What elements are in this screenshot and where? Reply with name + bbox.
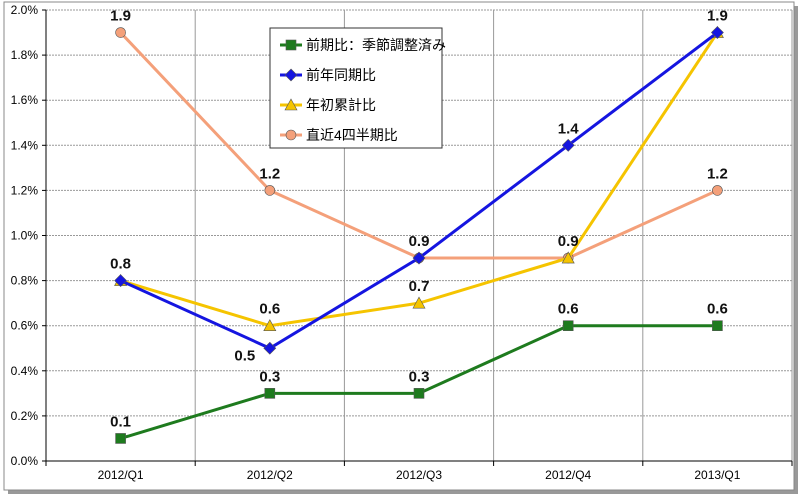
legend-label: 前年同期比 xyxy=(306,67,376,83)
data-point xyxy=(412,296,426,309)
x-tick-label: 2012/Q2 xyxy=(247,468,293,482)
y-tick-label: 0.8% xyxy=(11,274,39,288)
data-point xyxy=(413,388,425,399)
data-label: 0.9 xyxy=(558,233,579,250)
data-point xyxy=(712,185,723,196)
data-label: 0.1 xyxy=(110,413,131,430)
y-tick-label: 0.6% xyxy=(11,319,39,333)
data-point xyxy=(412,251,426,265)
y-tick-label: 1.8% xyxy=(11,48,39,62)
x-tick-label: 2012/Q4 xyxy=(545,468,591,482)
data-label: 0.5 xyxy=(234,347,255,364)
data-point xyxy=(263,319,277,332)
x-tick-label: 2012/Q1 xyxy=(98,468,144,482)
data-point xyxy=(284,98,298,111)
data-point xyxy=(561,138,575,152)
data-label: 0.7 xyxy=(409,278,430,295)
data-point xyxy=(710,26,724,39)
y-tick-label: 1.4% xyxy=(11,138,39,152)
data-label: 0.6 xyxy=(558,301,579,318)
x-tick-label: 2013/Q1 xyxy=(694,468,740,482)
data-label: 0.9 xyxy=(409,233,430,250)
data-point xyxy=(114,274,128,288)
y-tick-label: 0.2% xyxy=(11,409,39,423)
data-label: 0.6 xyxy=(707,301,728,318)
data-point xyxy=(115,433,126,444)
data-label: 1.2 xyxy=(259,165,280,182)
data-label: 0.3 xyxy=(259,368,280,385)
data-label: 1.9 xyxy=(110,8,131,25)
legend-label: 前期比：季節調整済み xyxy=(306,37,446,53)
data-label: 0.3 xyxy=(409,368,430,385)
data-label: 0.8 xyxy=(110,256,131,273)
legend-label: 年初累計比 xyxy=(306,97,376,113)
data-point xyxy=(115,27,126,38)
legend-label: 直近4四半期比 xyxy=(306,127,398,143)
data-point xyxy=(285,39,297,51)
data-point xyxy=(285,129,297,141)
data-label: 1.2 xyxy=(707,165,728,182)
y-tick-label: 1.0% xyxy=(11,229,39,243)
data-point xyxy=(264,388,276,399)
data-point xyxy=(263,341,277,355)
y-tick-label: 2.0% xyxy=(11,3,39,17)
data-point xyxy=(561,251,575,264)
data-point xyxy=(562,320,574,332)
y-tick-label: 0.0% xyxy=(11,454,39,468)
x-tick-label: 2012/Q3 xyxy=(396,468,442,482)
data-label: 1.9 xyxy=(707,8,728,25)
y-tick-label: 1.6% xyxy=(11,93,39,107)
data-label: 0.6 xyxy=(259,301,280,318)
y-tick-label: 1.2% xyxy=(11,183,39,197)
y-tick-label: 0.4% xyxy=(11,364,39,378)
data-point xyxy=(284,68,298,82)
data-point xyxy=(712,320,723,332)
legend-box xyxy=(269,27,443,149)
data-label: 1.4 xyxy=(558,120,580,137)
data-point xyxy=(264,185,276,196)
